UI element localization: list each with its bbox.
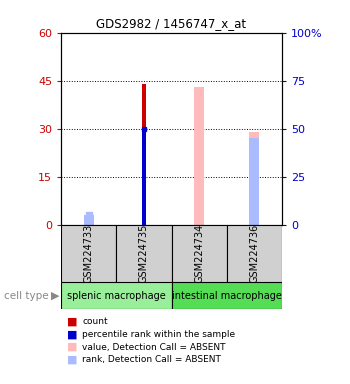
Text: ■: ■ <box>66 342 77 352</box>
Bar <box>249 138 259 225</box>
Text: percentile rank within the sample: percentile rank within the sample <box>82 330 235 339</box>
Text: value, Detection Call = ABSENT: value, Detection Call = ABSENT <box>82 343 226 352</box>
Bar <box>142 129 146 225</box>
Text: GSM224733: GSM224733 <box>84 224 94 283</box>
Text: count: count <box>82 317 108 326</box>
Bar <box>84 215 94 225</box>
Bar <box>194 87 204 225</box>
Text: ■: ■ <box>66 317 77 327</box>
Text: ■: ■ <box>66 355 77 365</box>
Text: GSM224736: GSM224736 <box>249 224 259 283</box>
Text: ▶: ▶ <box>51 291 59 301</box>
Bar <box>142 84 146 225</box>
Bar <box>172 282 282 309</box>
Text: splenic macrophage: splenic macrophage <box>67 291 166 301</box>
Text: GSM224734: GSM224734 <box>194 224 204 283</box>
Text: rank, Detection Call = ABSENT: rank, Detection Call = ABSENT <box>82 355 221 364</box>
Text: cell type: cell type <box>4 291 48 301</box>
Bar <box>227 225 282 282</box>
Title: GDS2982 / 1456747_x_at: GDS2982 / 1456747_x_at <box>97 17 246 30</box>
Bar <box>61 225 116 282</box>
Bar <box>61 282 172 309</box>
Text: intestinal macrophage: intestinal macrophage <box>172 291 281 301</box>
Bar <box>172 225 227 282</box>
Text: GSM224735: GSM224735 <box>139 224 149 283</box>
Bar <box>249 132 259 225</box>
Bar <box>116 225 172 282</box>
Text: ■: ■ <box>66 329 77 339</box>
